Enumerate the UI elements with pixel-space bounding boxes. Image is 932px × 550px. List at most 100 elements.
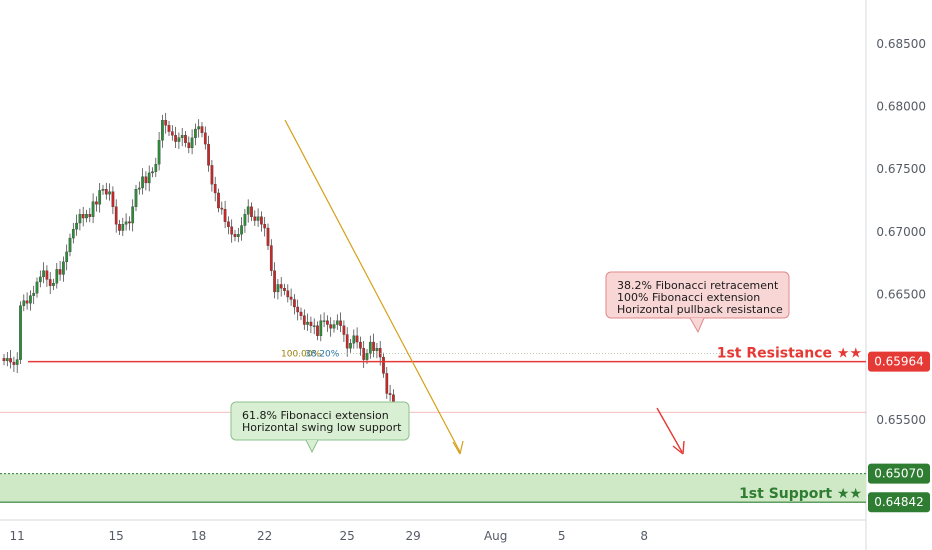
candle-body [167,125,171,132]
candle-body [131,206,135,224]
candle-body [355,335,359,343]
candle-body [352,335,356,344]
candle-body [48,279,52,286]
candle-body [177,137,181,142]
candle [266,223,270,250]
candle-body [161,120,164,141]
candle-body [243,214,247,226]
candle-body [5,358,9,362]
candle-body [289,296,293,300]
candle [29,290,32,311]
candle-body [88,214,92,217]
support-zone [0,473,866,503]
candle [174,126,177,148]
candle [134,184,138,212]
candle [203,126,207,150]
candle-body [283,288,286,291]
candle-body [15,359,19,365]
candle-body [52,283,55,286]
x-tick-label: 5 [558,529,566,543]
candle [339,312,342,333]
x-tick-label: Aug [484,529,507,543]
candle-body [203,132,207,145]
candle-body [326,320,329,325]
fib-label-382: 38.20% [305,350,340,360]
candle [161,114,164,148]
candle [15,352,19,374]
candle-body [388,393,392,395]
candle-body [299,311,303,316]
candle-body [200,126,204,133]
candle-body [25,300,29,304]
candle [256,208,260,227]
candle-body [276,284,280,293]
fib-extension-arrow [284,119,461,453]
candle [111,186,115,215]
candle-body [365,353,369,360]
candle [345,327,349,357]
candle [220,201,224,215]
candle [326,315,329,332]
candle-body [170,131,174,136]
candle-body [240,225,243,235]
candle [190,129,194,155]
candle [128,216,131,231]
candle-body [12,361,16,365]
candle-body [227,221,230,227]
candle-body [95,201,98,205]
candle-body [230,226,234,235]
x-tick-label: 29 [406,529,421,543]
candle [309,316,313,334]
candlestick-series [2,112,405,434]
candle [217,188,220,213]
candle-body [65,251,69,263]
fib-label-100: 100.00% [281,350,321,360]
candle [260,211,263,232]
support-callout-box [230,401,410,441]
candle [180,127,184,147]
candle [124,213,128,231]
candle-body [316,325,319,336]
candle [144,171,148,191]
candle [118,219,121,235]
candle [289,288,293,306]
candle-body [213,184,217,194]
candle-body [217,192,220,209]
support-callout-pointer [305,439,319,454]
candle [151,167,154,178]
candle-body [339,320,342,326]
candle-body [250,206,253,217]
candle [75,214,78,236]
candle [95,196,98,212]
candle [12,356,16,373]
candle [312,318,316,335]
candle [52,278,55,291]
candle-body [42,270,45,278]
candle [210,160,214,192]
candle-body [58,269,62,275]
candle [332,320,336,333]
candle [78,208,82,231]
candle-body [253,216,257,221]
candle [233,229,237,242]
candle-body [269,245,273,271]
candle [230,219,234,243]
candle-body [207,143,210,166]
candle [58,261,62,281]
resistance-callout-line: 100% Fibonacci extension [617,291,760,304]
candle [19,301,22,364]
y-tick-label: 0.67000 [876,225,926,239]
y-tick-label: 0.65500 [876,413,926,427]
candle-body [32,293,36,296]
candle-body [260,216,263,225]
candle [263,216,267,237]
candle-body [71,229,75,239]
candle-body [55,269,59,284]
candle-body [157,140,161,165]
candle-body [385,373,389,394]
candle [240,217,243,241]
candle-body [45,270,49,280]
candle [68,233,72,257]
